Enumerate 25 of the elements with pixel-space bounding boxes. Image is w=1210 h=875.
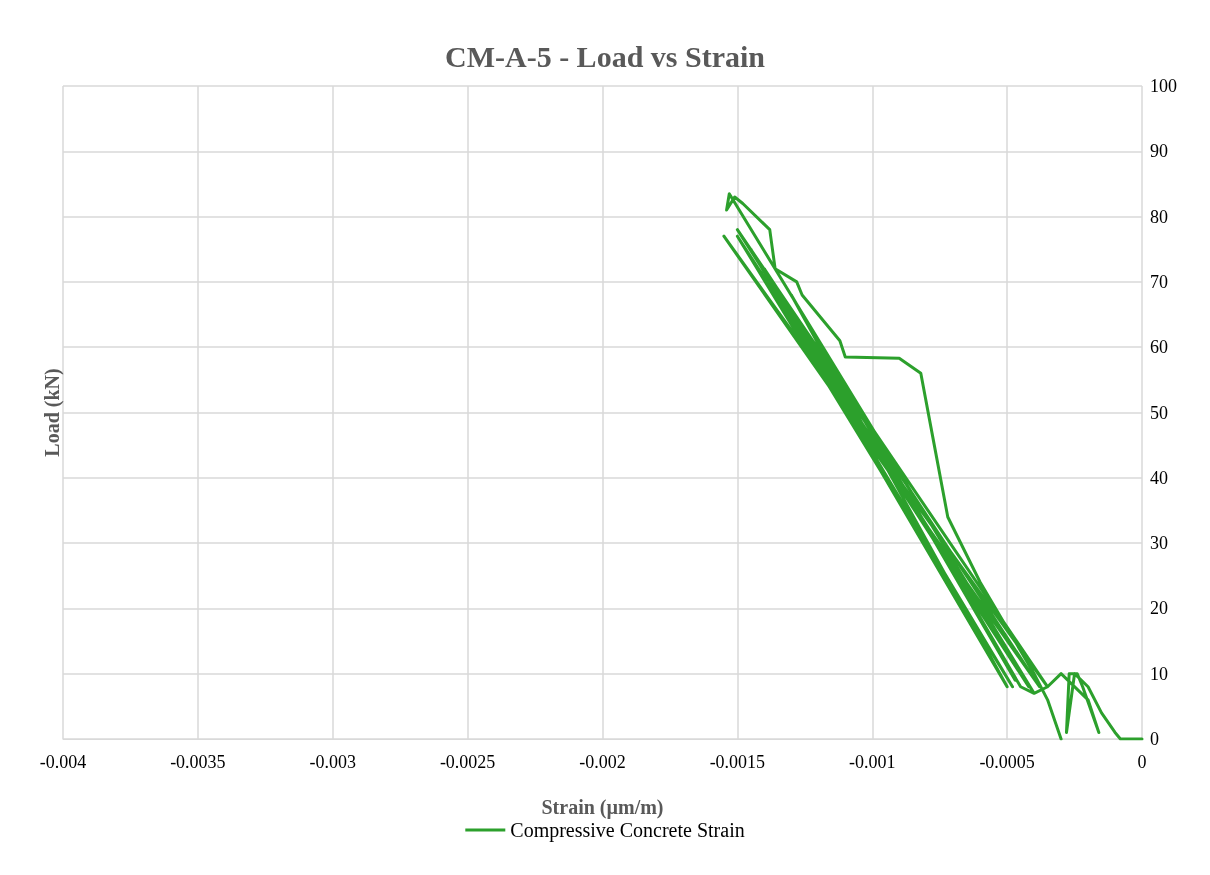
y-tick-label: 40 bbox=[1150, 467, 1168, 488]
y-tick-label: 30 bbox=[1150, 533, 1168, 554]
legend-label: Compressive Concrete Strain bbox=[510, 819, 745, 842]
y-tick-label: 0 bbox=[1150, 729, 1159, 749]
y-tick-label: 60 bbox=[1150, 337, 1168, 358]
y-axis-title: Load (kN) bbox=[41, 368, 64, 457]
x-tick-label: -0.0025 bbox=[439, 752, 496, 772]
line-series bbox=[722, 192, 1144, 741]
y-tick-label: 50 bbox=[1150, 402, 1168, 423]
y-tick-label: 70 bbox=[1150, 271, 1168, 292]
x-tick-label: -0.002 bbox=[579, 752, 626, 772]
x-tick-label: -0.0005 bbox=[979, 752, 1035, 772]
y-tick-label: 10 bbox=[1150, 663, 1168, 684]
y-tick-label: 80 bbox=[1150, 206, 1168, 227]
y-tick-label: 90 bbox=[1150, 141, 1168, 162]
x-axis-title: Strain (µm/m) bbox=[541, 796, 664, 819]
x-tick-label: -0.0015 bbox=[709, 752, 766, 772]
y-tick-label: 20 bbox=[1150, 598, 1168, 619]
x-tick-label: 0 bbox=[1137, 752, 1147, 772]
x-tick-label: -0.0035 bbox=[170, 752, 226, 772]
x-tick-label: -0.003 bbox=[309, 752, 356, 772]
x-tick-label: -0.001 bbox=[849, 752, 896, 772]
chart-title: CM-A-5 - Load vs Strain bbox=[445, 39, 766, 73]
y-tick-label: 100 bbox=[1150, 76, 1177, 96]
x-tick-label: -0.004 bbox=[39, 752, 87, 772]
